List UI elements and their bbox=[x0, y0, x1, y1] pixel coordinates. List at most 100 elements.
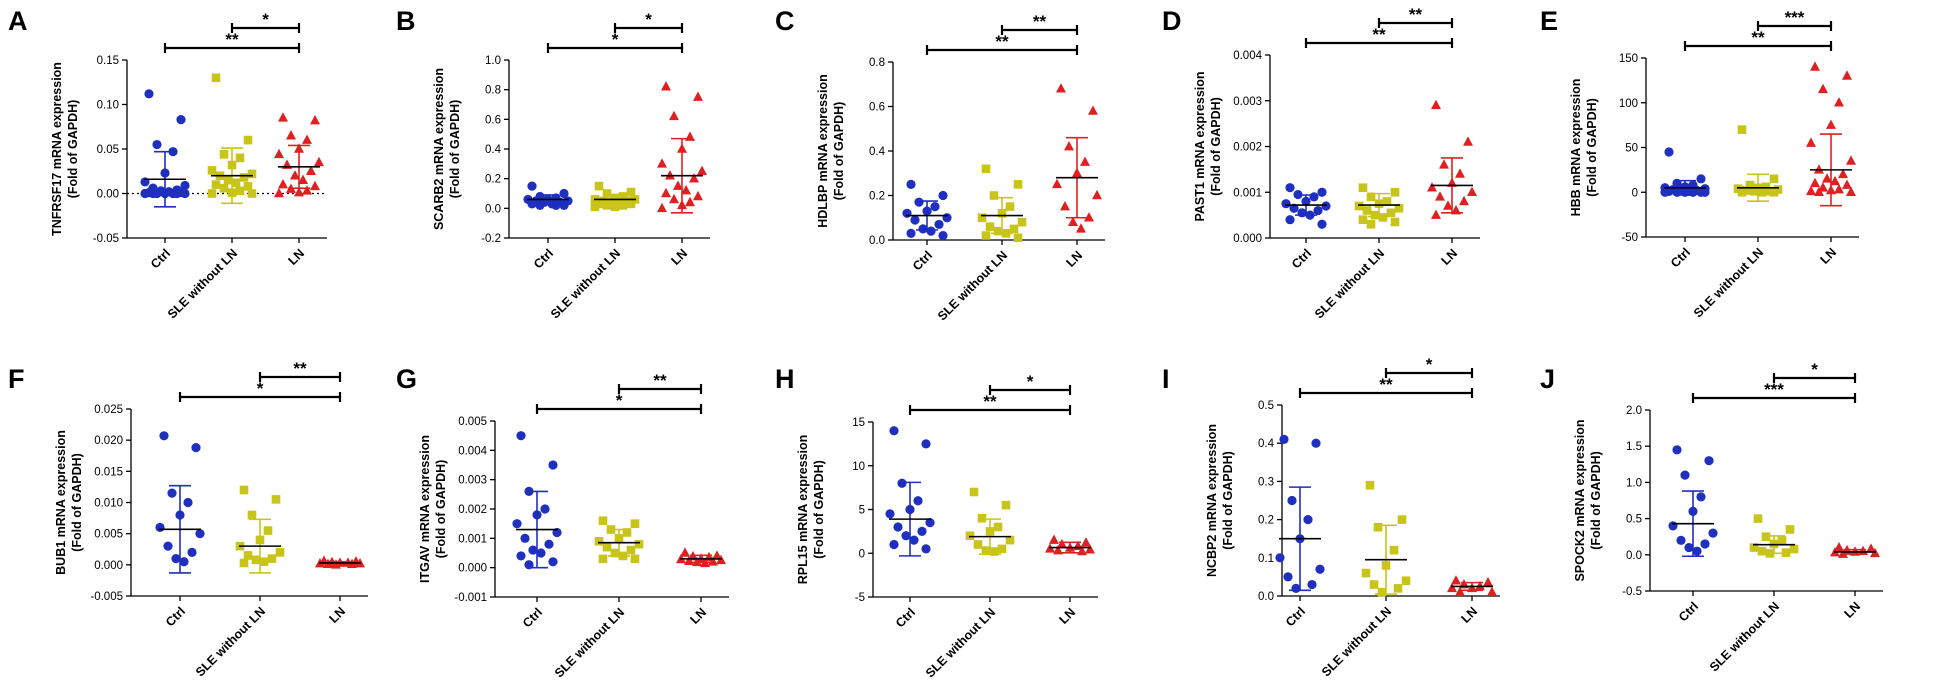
panel-d: D 0.000 0.001 0.002 0.003 0.004 PAST1 mRNA exp… bbox=[1162, 5, 1480, 321]
data-point bbox=[247, 510, 257, 520]
data-point bbox=[211, 180, 221, 189]
data-point bbox=[1366, 192, 1376, 202]
y-tick-label: 0 bbox=[859, 548, 865, 560]
data-point bbox=[1455, 168, 1465, 178]
y-tick-label: 0.4 bbox=[869, 146, 886, 158]
x-tick-label: SLE without LN bbox=[193, 604, 268, 679]
data-point bbox=[1745, 180, 1755, 190]
data-point bbox=[1080, 156, 1090, 166]
data-point bbox=[906, 228, 916, 238]
significance-label: * bbox=[612, 30, 619, 49]
data-point bbox=[231, 178, 241, 188]
y-tick-label: 0.010 bbox=[94, 498, 123, 510]
y-axis-title: HBB mRNA expression bbox=[1569, 79, 1583, 217]
series-ctrl bbox=[1660, 147, 1710, 197]
y-tick-label: -50 bbox=[1621, 232, 1638, 244]
panel-label: A bbox=[8, 6, 28, 36]
data-point bbox=[548, 557, 558, 567]
x-tick-label: SLE without LN bbox=[1707, 599, 1782, 674]
significance-label: * bbox=[1426, 355, 1433, 374]
data-point bbox=[527, 199, 537, 209]
data-point bbox=[977, 213, 987, 223]
x-tick-label: Ctrl bbox=[1676, 599, 1701, 624]
series-sle-without-ln bbox=[1749, 514, 1799, 558]
series-ctrl bbox=[1668, 445, 1718, 558]
data-point bbox=[1692, 546, 1702, 556]
series-ln bbox=[657, 81, 707, 214]
data-point bbox=[159, 431, 169, 441]
y-tick-label: 0.003 bbox=[1233, 96, 1262, 108]
data-point bbox=[981, 231, 991, 240]
data-point bbox=[918, 224, 928, 234]
data-point bbox=[302, 185, 312, 195]
data-point bbox=[1814, 186, 1824, 197]
y-axis-title: ITGAV mRNA expression bbox=[418, 435, 432, 583]
data-point bbox=[1009, 224, 1019, 234]
x-tick-label: Ctrl bbox=[163, 604, 188, 629]
y-tick-label: 0.003 bbox=[458, 475, 487, 487]
data-point bbox=[1455, 586, 1465, 596]
data-point bbox=[981, 546, 991, 555]
data-point bbox=[1475, 580, 1485, 591]
data-point bbox=[243, 182, 253, 191]
series-ctrl bbox=[1275, 434, 1325, 593]
series-ln bbox=[315, 555, 365, 569]
data-point bbox=[689, 173, 699, 183]
data-point bbox=[1757, 546, 1767, 556]
x-tick-label: LN bbox=[687, 605, 709, 627]
data-point bbox=[626, 187, 636, 197]
data-point bbox=[925, 518, 935, 528]
y-tick-label: -0.005 bbox=[90, 591, 123, 603]
data-point bbox=[1810, 177, 1820, 188]
data-point bbox=[673, 180, 683, 190]
y-axis-subtitle: (Fold of GAPDH) bbox=[832, 102, 846, 201]
data-point bbox=[548, 460, 558, 470]
data-point bbox=[985, 222, 995, 231]
x-tick-label: SLE without LN bbox=[548, 246, 623, 321]
x-tick-label: LN bbox=[1841, 599, 1863, 621]
data-point bbox=[934, 219, 944, 230]
data-point bbox=[981, 164, 991, 174]
data-point bbox=[1013, 233, 1023, 243]
data-point bbox=[191, 443, 201, 453]
data-point bbox=[1017, 217, 1027, 227]
data-point bbox=[275, 548, 285, 557]
data-point bbox=[247, 189, 257, 198]
data-point bbox=[314, 156, 324, 167]
data-point bbox=[274, 148, 284, 159]
series-sle-without-ln bbox=[1354, 183, 1404, 229]
series-sle-without-ln bbox=[590, 181, 640, 212]
data-point bbox=[195, 529, 205, 539]
y-tick-label: 0.00 bbox=[97, 189, 119, 201]
y-tick-label: 1.5 bbox=[1626, 441, 1642, 453]
data-point bbox=[942, 213, 952, 223]
y-tick-label: 0.8 bbox=[869, 57, 885, 69]
y-axis-title: TNFRSF17 mRNA expression bbox=[50, 62, 64, 236]
data-point bbox=[1309, 192, 1319, 202]
data-point bbox=[1704, 456, 1714, 466]
panel-label: J bbox=[1540, 364, 1555, 394]
data-point bbox=[1443, 200, 1453, 210]
data-point bbox=[1696, 492, 1706, 502]
data-point bbox=[1818, 83, 1828, 94]
data-point bbox=[235, 186, 245, 196]
data-point bbox=[610, 202, 620, 212]
significance-label: ** bbox=[1409, 5, 1423, 24]
panel-h: H -5 0 5 10 15 RPL15 mRNA expression (Fold of G… bbox=[775, 364, 1098, 680]
data-point bbox=[1822, 173, 1832, 183]
data-point bbox=[708, 556, 718, 566]
data-point bbox=[540, 504, 550, 514]
y-tick-label: 0.005 bbox=[94, 529, 123, 541]
series-sle-without-ln bbox=[594, 516, 644, 564]
x-tick-label: SLE without LN bbox=[1319, 604, 1394, 679]
significance-label: * bbox=[1811, 360, 1818, 379]
data-point bbox=[1378, 213, 1388, 222]
y-axis-subtitle: (Fold of GAPDH) bbox=[1585, 98, 1599, 197]
data-point bbox=[294, 187, 304, 197]
y-tick-label: 0.6 bbox=[869, 102, 885, 114]
data-point bbox=[669, 110, 679, 121]
data-point bbox=[1777, 536, 1787, 545]
data-point bbox=[594, 536, 604, 546]
data-point bbox=[152, 139, 162, 150]
data-point bbox=[267, 554, 277, 563]
